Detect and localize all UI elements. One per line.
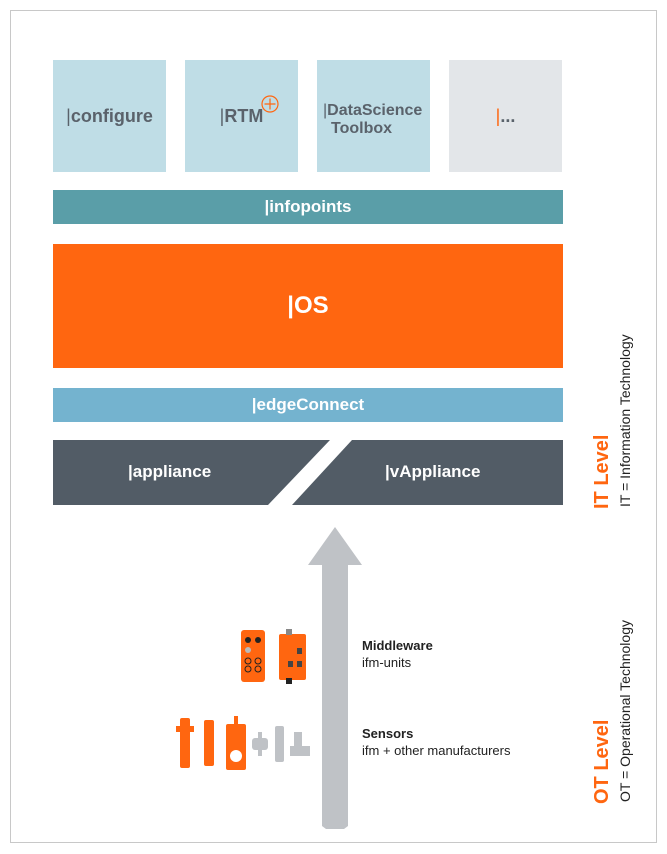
pipe: | xyxy=(66,105,71,126)
pipe: | xyxy=(323,102,328,119)
layer-infopoints: |infopoints xyxy=(53,190,563,224)
middleware-title: Middleware xyxy=(362,638,433,653)
tile-label: DataScience xyxy=(327,102,423,119)
tile-label: configure xyxy=(70,105,153,126)
appliance-label: |appliance xyxy=(128,462,212,481)
tile-label-2: Toolbox xyxy=(331,120,393,137)
tile-datascience: |DataScience Toolbox xyxy=(317,60,430,172)
sensors-icon xyxy=(176,716,310,770)
up-arrow-icon xyxy=(308,527,362,829)
tile-rtm: | RTM xyxy=(185,60,298,172)
pipe: | xyxy=(495,105,501,126)
appliance-shape xyxy=(53,440,330,505)
middleware-devices-icon xyxy=(241,629,306,684)
pipe: | xyxy=(219,105,225,126)
layer-edgeconnect: |edgeConnect xyxy=(53,388,563,422)
ot-level-desc: OT = Operational Technology xyxy=(617,620,633,802)
sensors-subtitle: ifm + other manufacturers xyxy=(362,743,511,758)
sensors-label: Sensors ifm + other manufacturers xyxy=(362,725,510,759)
frame-border xyxy=(10,10,657,843)
sensors-title: Sensors xyxy=(362,726,414,741)
middleware-label: Middleware ifm-units xyxy=(362,637,433,671)
middleware-subtitle: ifm-units xyxy=(362,655,412,670)
vappliance-shape xyxy=(292,440,563,505)
tile-more: |... xyxy=(449,60,562,172)
plus-circle-icon xyxy=(261,95,279,113)
tile-label: ... xyxy=(500,105,516,126)
it-level-title: IT Level xyxy=(591,434,613,509)
vappliance-label: |vAppliance xyxy=(385,462,481,481)
it-level-desc: IT = Information Technology xyxy=(617,334,633,507)
tile-label: RTM xyxy=(224,105,264,126)
tile-configure: | configure xyxy=(53,60,166,172)
ot-level-title: OT Level xyxy=(591,719,613,804)
layer-os: |OS xyxy=(53,244,563,368)
